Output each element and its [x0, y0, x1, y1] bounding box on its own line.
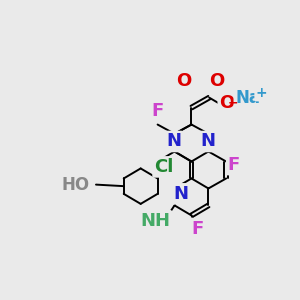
- Text: N: N: [166, 133, 181, 151]
- Text: F: F: [152, 102, 164, 120]
- Text: F: F: [191, 220, 204, 238]
- Text: N: N: [173, 185, 188, 203]
- Text: O: O: [209, 72, 224, 90]
- Text: O: O: [176, 72, 191, 90]
- Text: O: O: [219, 94, 235, 112]
- Text: NH: NH: [140, 212, 170, 230]
- Text: Na: Na: [235, 88, 260, 106]
- Text: N: N: [200, 133, 215, 151]
- Text: +: +: [256, 86, 267, 100]
- Text: Cl: Cl: [154, 158, 173, 176]
- Text: HO: HO: [61, 176, 89, 194]
- Text: F: F: [228, 156, 240, 174]
- Text: −: −: [228, 97, 238, 110]
